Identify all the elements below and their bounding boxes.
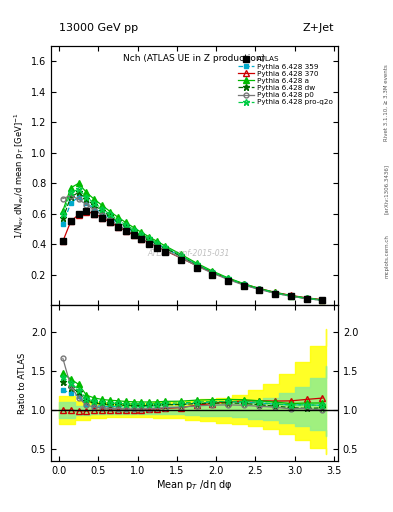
Text: mcplots.cern.ch: mcplots.cern.ch <box>384 234 389 278</box>
Legend: ATLAS, Pythia 6.428 359, Pythia 6.428 370, Pythia 6.428 a, Pythia 6.428 dw, Pyth: ATLAS, Pythia 6.428 359, Pythia 6.428 37… <box>237 55 334 106</box>
Text: Z+Jet: Z+Jet <box>303 23 334 33</box>
Text: Nch (ATLAS UE in Z production): Nch (ATLAS UE in Z production) <box>123 54 266 63</box>
Y-axis label: Ratio to ATLAS: Ratio to ATLAS <box>18 352 27 414</box>
Y-axis label: 1/N$_{ev}$ dN$_{ev}$/d mean p$_{T}$ [GeV]$^{-1}$: 1/N$_{ev}$ dN$_{ev}$/d mean p$_{T}$ [GeV… <box>12 112 27 239</box>
Text: 13000 GeV pp: 13000 GeV pp <box>59 23 138 33</box>
Text: Rivet 3.1.10, ≥ 3.3M events: Rivet 3.1.10, ≥ 3.3M events <box>384 64 389 141</box>
X-axis label: Mean p$_{T}$ /dη dφ: Mean p$_{T}$ /dη dφ <box>156 478 233 493</box>
Text: ATLAS-conf-2015-031: ATLAS-conf-2015-031 <box>148 249 230 258</box>
Text: [arXiv:1306.3436]: [arXiv:1306.3436] <box>384 164 389 215</box>
